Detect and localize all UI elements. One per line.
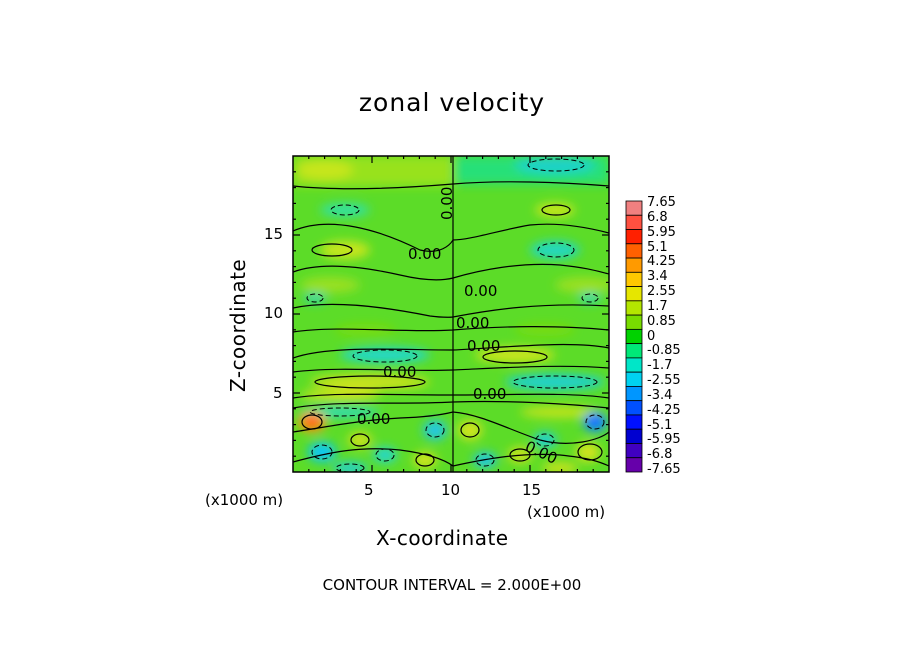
contour-lines bbox=[293, 156, 609, 472]
colorbar-swatch bbox=[625, 271, 643, 287]
contour-label: 0.00 bbox=[456, 314, 489, 332]
axis-ticks bbox=[293, 156, 609, 472]
colorbar-label: -1.7 bbox=[647, 358, 673, 374]
x-axis-label: X-coordinate bbox=[376, 526, 509, 550]
colorbar-swatch bbox=[625, 243, 643, 259]
contour-label: 0.00 bbox=[464, 282, 497, 300]
colorbar-label: -5.95 bbox=[647, 432, 681, 448]
colorbar-label: 0 bbox=[647, 328, 656, 344]
colorbar-swatch bbox=[625, 214, 643, 230]
contour-label: 0.00 bbox=[408, 245, 441, 263]
colorbar-label: 2.55 bbox=[647, 284, 676, 299]
x-tick-label: 15 bbox=[522, 481, 542, 499]
colorbar-label: -7.65 bbox=[647, 462, 681, 477]
contour-label: 0.00 bbox=[467, 337, 500, 355]
y-tick-label: 10 bbox=[264, 304, 284, 322]
colorbar-swatch bbox=[625, 314, 643, 330]
colorbar-swatch bbox=[625, 328, 643, 345]
colorbar-swatch bbox=[625, 286, 643, 302]
colorbar-swatch bbox=[625, 229, 643, 245]
colorbar-label: 0.85 bbox=[647, 313, 676, 329]
y-axis-label: Z-coordinate bbox=[226, 258, 250, 392]
x-tick-label: 10 bbox=[441, 481, 461, 499]
colorbar-label: 5.95 bbox=[647, 224, 676, 240]
colorbar-label: -5.1 bbox=[647, 417, 673, 433]
contour-label-group: 0.00 0.00 0.00 0.00 0.00 0.00 0.00 0.00 … bbox=[357, 187, 560, 468]
colorbar-swatch bbox=[625, 343, 643, 359]
x-unit-label-right: (x1000 m) bbox=[527, 503, 606, 521]
colorbar-label: 6.8 bbox=[647, 209, 668, 225]
colorbar-swatch bbox=[625, 357, 643, 373]
colorbar-swatch bbox=[625, 414, 643, 430]
x-unit-label: (x1000 m) bbox=[205, 491, 284, 509]
colorbar-label: -0.85 bbox=[647, 343, 681, 359]
chart-title: zonal velocity bbox=[358, 88, 546, 117]
colorbar-label: -3.4 bbox=[647, 387, 673, 403]
colorbar-label: -6.8 bbox=[647, 447, 673, 463]
colorbar-swatch bbox=[625, 257, 643, 273]
colorbar-swatch bbox=[625, 200, 643, 216]
colorbar-label: 5.1 bbox=[647, 239, 668, 255]
contour-label: 0.00 bbox=[357, 410, 390, 428]
colorbar-label: 4.25 bbox=[647, 254, 676, 270]
x-tick-label: 5 bbox=[364, 481, 374, 499]
colorbar-swatch bbox=[625, 386, 643, 402]
colorbar-swatch bbox=[625, 400, 643, 416]
colorbar-swatch bbox=[625, 428, 643, 444]
colorbar-swatch bbox=[625, 457, 643, 473]
contour-label: 0.00 bbox=[438, 187, 456, 220]
colorbar-label: -2.55 bbox=[647, 373, 681, 388]
colorbar-swatch bbox=[625, 300, 643, 316]
colorbar-label: 7.65 bbox=[647, 195, 676, 210]
contour-interval-text: CONTOUR INTERVAL = 2.000E+00 bbox=[322, 576, 582, 594]
negative-contours bbox=[306, 158, 605, 472]
colorbar-label: -4.25 bbox=[647, 402, 681, 418]
colorbar-swatch bbox=[625, 443, 643, 459]
contour-label: 0.00 bbox=[383, 363, 416, 381]
colorbar-label: 1.7 bbox=[647, 298, 668, 314]
y-tick-label: 5 bbox=[273, 384, 283, 402]
colorbar-swatch bbox=[625, 371, 643, 387]
heatmap-field: 0.00 0.00 0.00 0.00 0.00 0.00 0.00 0.00 … bbox=[293, 156, 609, 472]
colorbar-label: 3.4 bbox=[647, 269, 668, 285]
y-tick-label: 15 bbox=[264, 225, 284, 243]
colorbar bbox=[625, 200, 643, 473]
contour-label: 0.00 bbox=[473, 385, 506, 403]
